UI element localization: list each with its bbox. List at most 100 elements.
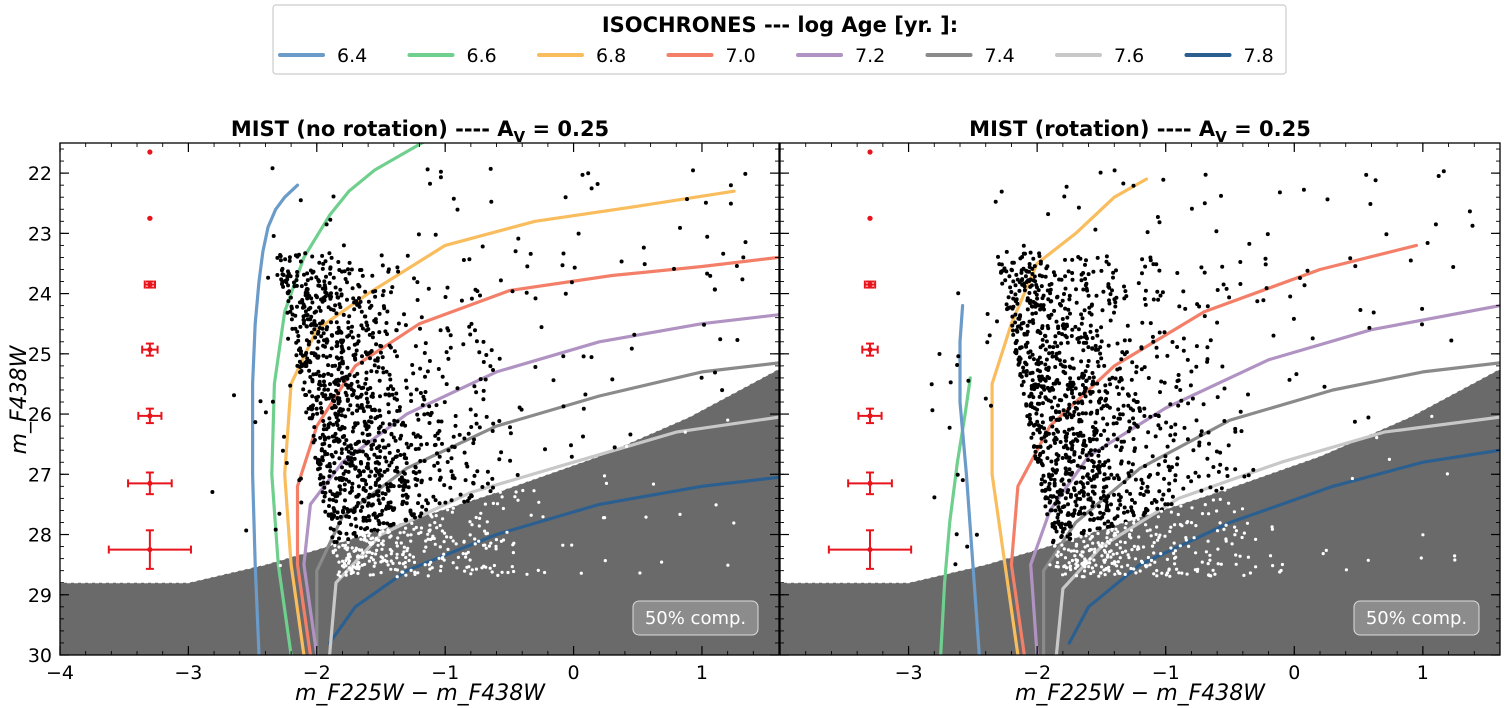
star-point bbox=[353, 466, 358, 471]
star-point bbox=[1079, 433, 1084, 438]
star-point bbox=[434, 403, 439, 408]
star-point bbox=[316, 339, 321, 344]
completeness-region-left bbox=[60, 368, 779, 655]
star-point bbox=[343, 414, 348, 419]
star-point bbox=[1215, 395, 1220, 400]
star-point bbox=[364, 320, 369, 325]
star-point bbox=[1040, 274, 1045, 279]
star-point bbox=[1125, 509, 1130, 514]
star-point bbox=[1047, 344, 1052, 349]
star-point bbox=[511, 569, 516, 574]
star-point bbox=[352, 307, 357, 312]
star-point bbox=[1160, 571, 1164, 575]
star-point bbox=[337, 560, 341, 564]
star-point bbox=[1214, 488, 1219, 493]
x-tick-label-left: 0 bbox=[568, 662, 580, 684]
star-point bbox=[1112, 476, 1117, 481]
star-point bbox=[1082, 308, 1087, 313]
star-point bbox=[484, 565, 488, 569]
star-point bbox=[1079, 312, 1084, 317]
star-point bbox=[1056, 326, 1061, 331]
star-point bbox=[1043, 333, 1047, 338]
star-point bbox=[1099, 571, 1103, 575]
star-point bbox=[369, 303, 374, 308]
star-point bbox=[380, 366, 385, 371]
star-point bbox=[1043, 496, 1048, 501]
star-point bbox=[358, 508, 363, 513]
star-point bbox=[317, 326, 322, 330]
star-point bbox=[409, 442, 414, 447]
star-point bbox=[1063, 496, 1068, 501]
star-point bbox=[367, 419, 371, 424]
error-bar-right-1 bbox=[867, 215, 873, 221]
star-point bbox=[1159, 552, 1163, 556]
star-point bbox=[464, 555, 468, 559]
star-point bbox=[437, 501, 442, 506]
star-point bbox=[1053, 435, 1058, 440]
star-point bbox=[395, 552, 399, 556]
star-point bbox=[1271, 333, 1276, 338]
star-point bbox=[373, 358, 378, 363]
star-point bbox=[1052, 273, 1057, 278]
star-point bbox=[1143, 464, 1147, 468]
star-point bbox=[1112, 168, 1117, 173]
x-tick-label-left: 1 bbox=[696, 662, 708, 684]
star-point bbox=[1196, 474, 1201, 479]
star-point bbox=[1110, 288, 1114, 293]
panel-no-rotation: MIST (no rotation) ---- AV = 0.25 50% co… bbox=[28, 117, 780, 684]
star-point bbox=[344, 461, 349, 466]
star-point bbox=[1294, 372, 1299, 377]
star-point bbox=[569, 454, 574, 459]
star-point bbox=[1067, 520, 1071, 525]
star-point bbox=[328, 489, 333, 494]
star-point bbox=[1152, 541, 1156, 545]
star-point bbox=[339, 355, 344, 360]
star-point bbox=[1173, 562, 1177, 566]
star-point bbox=[1230, 542, 1234, 546]
star-point bbox=[1019, 383, 1024, 388]
star-point bbox=[332, 508, 337, 513]
star-point bbox=[1098, 496, 1103, 501]
star-point bbox=[311, 372, 316, 377]
star-point bbox=[478, 377, 483, 382]
star-point bbox=[288, 383, 293, 388]
star-point bbox=[339, 451, 344, 455]
star-point bbox=[400, 570, 404, 574]
star-point bbox=[1123, 526, 1127, 530]
star-point bbox=[1194, 364, 1199, 369]
star-point bbox=[1030, 378, 1035, 383]
star-point bbox=[1419, 556, 1423, 560]
star-point bbox=[371, 331, 375, 335]
star-point bbox=[360, 326, 365, 331]
star-point bbox=[1064, 469, 1069, 474]
star-point bbox=[375, 356, 380, 361]
star-point bbox=[1441, 169, 1446, 174]
star-point bbox=[1178, 544, 1182, 548]
star-point bbox=[1430, 414, 1434, 418]
star-point bbox=[415, 298, 420, 302]
star-point bbox=[1033, 301, 1038, 306]
star-point bbox=[1246, 392, 1250, 397]
star-point bbox=[1126, 460, 1131, 465]
star-point bbox=[1291, 316, 1296, 321]
star-point bbox=[1132, 521, 1136, 525]
star-point bbox=[449, 469, 454, 474]
star-point bbox=[1109, 555, 1113, 559]
star-point bbox=[1051, 381, 1056, 386]
star-point bbox=[713, 370, 717, 375]
star-point bbox=[374, 369, 379, 374]
star-point bbox=[1057, 381, 1062, 386]
star-point bbox=[1242, 531, 1246, 535]
star-point bbox=[311, 412, 315, 417]
star-point bbox=[1033, 279, 1038, 284]
star-point bbox=[347, 554, 351, 558]
y-tick-label: 22 bbox=[28, 163, 52, 185]
star-point bbox=[436, 419, 441, 424]
star-point bbox=[404, 573, 408, 577]
star-point bbox=[1091, 500, 1096, 505]
star-point bbox=[1078, 430, 1083, 435]
star-point bbox=[1106, 529, 1110, 533]
legend-label-7-8: 7.8 bbox=[1244, 45, 1274, 67]
star-point bbox=[1051, 270, 1056, 275]
star-point bbox=[351, 451, 356, 456]
